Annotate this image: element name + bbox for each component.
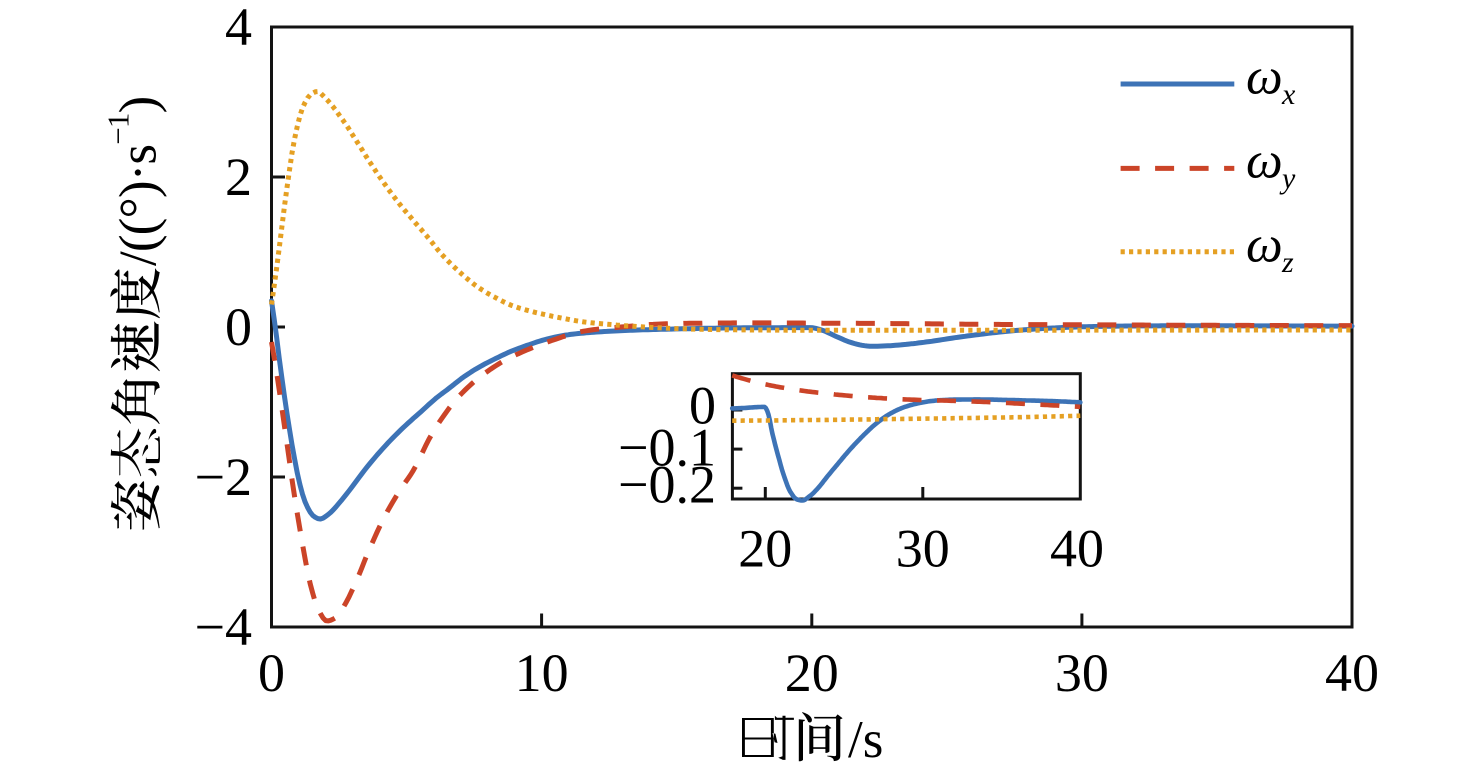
svg-text:4: 4 bbox=[225, 0, 252, 57]
svg-text:0: 0 bbox=[225, 297, 252, 357]
svg-text:2: 2 bbox=[225, 147, 252, 207]
svg-text:x: x bbox=[1281, 78, 1296, 111]
svg-text:0: 0 bbox=[258, 643, 285, 703]
svg-text:ω: ω bbox=[1246, 216, 1283, 273]
svg-text:−0.2: −0.2 bbox=[618, 455, 716, 515]
svg-text:/s: /s bbox=[848, 711, 883, 769]
svg-text:20: 20 bbox=[738, 519, 792, 579]
svg-text:20: 20 bbox=[785, 643, 839, 703]
svg-text:40: 40 bbox=[1050, 519, 1104, 579]
svg-text:−4: −4 bbox=[195, 597, 252, 657]
svg-text:40: 40 bbox=[1325, 643, 1379, 703]
svg-text:−2: −2 bbox=[195, 447, 252, 507]
svg-text:ω: ω bbox=[1246, 132, 1283, 189]
svg-text:−0.1: −0.1 bbox=[618, 418, 716, 478]
svg-text:z: z bbox=[1281, 246, 1294, 279]
svg-text:0: 0 bbox=[689, 376, 716, 436]
svg-text:y: y bbox=[1279, 162, 1296, 195]
svg-text:10: 10 bbox=[515, 643, 569, 703]
svg-text:30: 30 bbox=[1055, 643, 1109, 703]
svg-text:30: 30 bbox=[896, 519, 950, 579]
svg-text:ω: ω bbox=[1246, 49, 1283, 106]
